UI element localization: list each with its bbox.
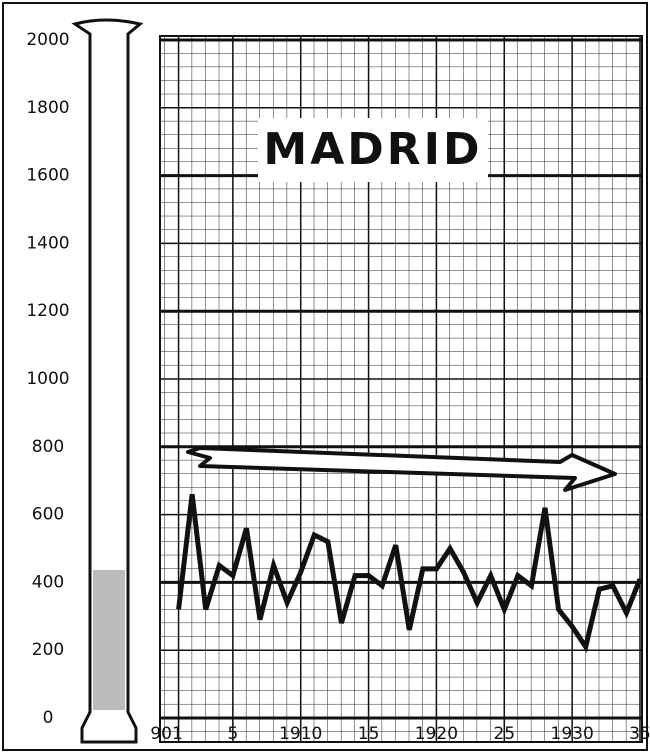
- data-line: [176, 493, 643, 653]
- y-tick-label: 1000: [26, 369, 69, 389]
- y-tick-label: 800: [32, 437, 64, 457]
- y-tick-label: 0: [43, 708, 54, 728]
- x-tick-label: 1930: [551, 724, 594, 744]
- x-tick-label: 15: [358, 724, 380, 744]
- x-tick-label: 35: [629, 724, 650, 744]
- title-box: [258, 118, 488, 182]
- x-tick-label: 1920: [415, 724, 458, 744]
- y-tick-label: 1200: [26, 301, 69, 321]
- x-tick-label: 5: [227, 724, 238, 744]
- cylinder: [71, 18, 144, 744]
- x-tick-label: 1910: [279, 724, 322, 744]
- y-tick-label: 2000: [26, 30, 69, 50]
- y-tick-label: 1600: [26, 166, 69, 186]
- y-tick-label: 1400: [26, 233, 69, 253]
- trend-arrow: [186, 446, 617, 492]
- y-tick-label: 1800: [26, 98, 69, 118]
- x-tick-label: 901: [150, 724, 182, 744]
- y-tick-label: 200: [32, 640, 64, 660]
- chart-title: MADRID: [263, 124, 482, 175]
- y-tick-label: 600: [32, 505, 64, 525]
- x-tick-label: 25: [493, 724, 515, 744]
- y-tick-label: 400: [32, 572, 64, 592]
